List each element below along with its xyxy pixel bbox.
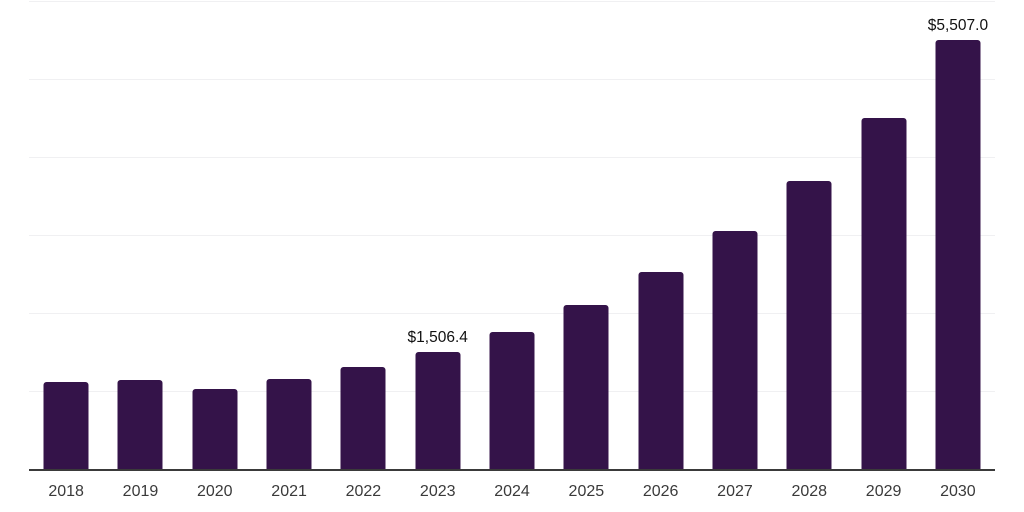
bar-2020 xyxy=(192,389,238,470)
bar-slot: 2027 xyxy=(698,1,772,499)
x-axis-label-2027: 2027 xyxy=(717,482,753,500)
bar-2026 xyxy=(638,271,684,470)
x-axis-label-2025: 2025 xyxy=(568,482,605,500)
x-axis-label-2029: 2029 xyxy=(865,482,902,500)
x-axis-line xyxy=(29,469,995,471)
bar-slot: 2020 xyxy=(178,1,252,499)
x-axis-label-2028: 2028 xyxy=(791,482,828,500)
bar-2028 xyxy=(786,180,832,470)
bar-2030 xyxy=(935,39,981,470)
bar-2029 xyxy=(861,118,907,470)
gridline xyxy=(29,1,995,2)
bar-slot: 2022 xyxy=(326,1,400,499)
bar-slot: 2025 xyxy=(549,1,623,499)
x-axis-label-2020: 2020 xyxy=(196,482,233,500)
x-axis-label-2023: 2023 xyxy=(419,482,456,500)
bar-value-label: $5,507.0 xyxy=(927,16,989,34)
bar-slot: $1,506.4 2023 xyxy=(401,1,475,499)
x-axis-label-2022: 2022 xyxy=(345,482,382,500)
bar-slot: 2028 xyxy=(772,1,846,499)
bar-slot: 2021 xyxy=(252,1,326,499)
bar-2023 xyxy=(415,351,461,470)
bar-2027 xyxy=(712,230,758,470)
x-axis-label-2018: 2018 xyxy=(48,482,84,500)
bars-group: 2018 2019 2020 2021 2022 $1,506.4 2023 2024 2025… xyxy=(29,1,995,500)
bar-2024 xyxy=(489,332,535,470)
bar-2021 xyxy=(266,379,312,470)
gridline xyxy=(29,235,995,237)
bar-2018 xyxy=(43,382,89,470)
plot-area: 2018 2019 2020 2021 2022 $1,506.4 2023 2024 2025… xyxy=(29,1,995,500)
bar-slot: 2029 xyxy=(846,1,920,499)
bar-value-label: $1,506.4 xyxy=(407,328,468,346)
bar-2019 xyxy=(117,380,163,470)
x-axis-label-2026: 2026 xyxy=(642,482,679,500)
gridline xyxy=(29,79,995,81)
bar-slot: 2026 xyxy=(624,1,698,499)
bar-slot: 2018 xyxy=(29,1,103,499)
bar-2022 xyxy=(340,366,386,470)
bar-2025 xyxy=(563,305,609,470)
x-axis-label-2030: 2030 xyxy=(940,482,976,500)
x-axis-label-2024: 2024 xyxy=(494,482,530,500)
bar-slot: $5,507.0 2030 xyxy=(921,1,995,500)
x-axis-label-2021: 2021 xyxy=(271,482,307,500)
x-axis-label-2019: 2019 xyxy=(122,482,159,500)
gridline xyxy=(29,157,995,159)
gridline xyxy=(29,313,995,315)
bar-slot: 2024 xyxy=(475,1,549,499)
bar-slot: 2019 xyxy=(103,1,177,499)
